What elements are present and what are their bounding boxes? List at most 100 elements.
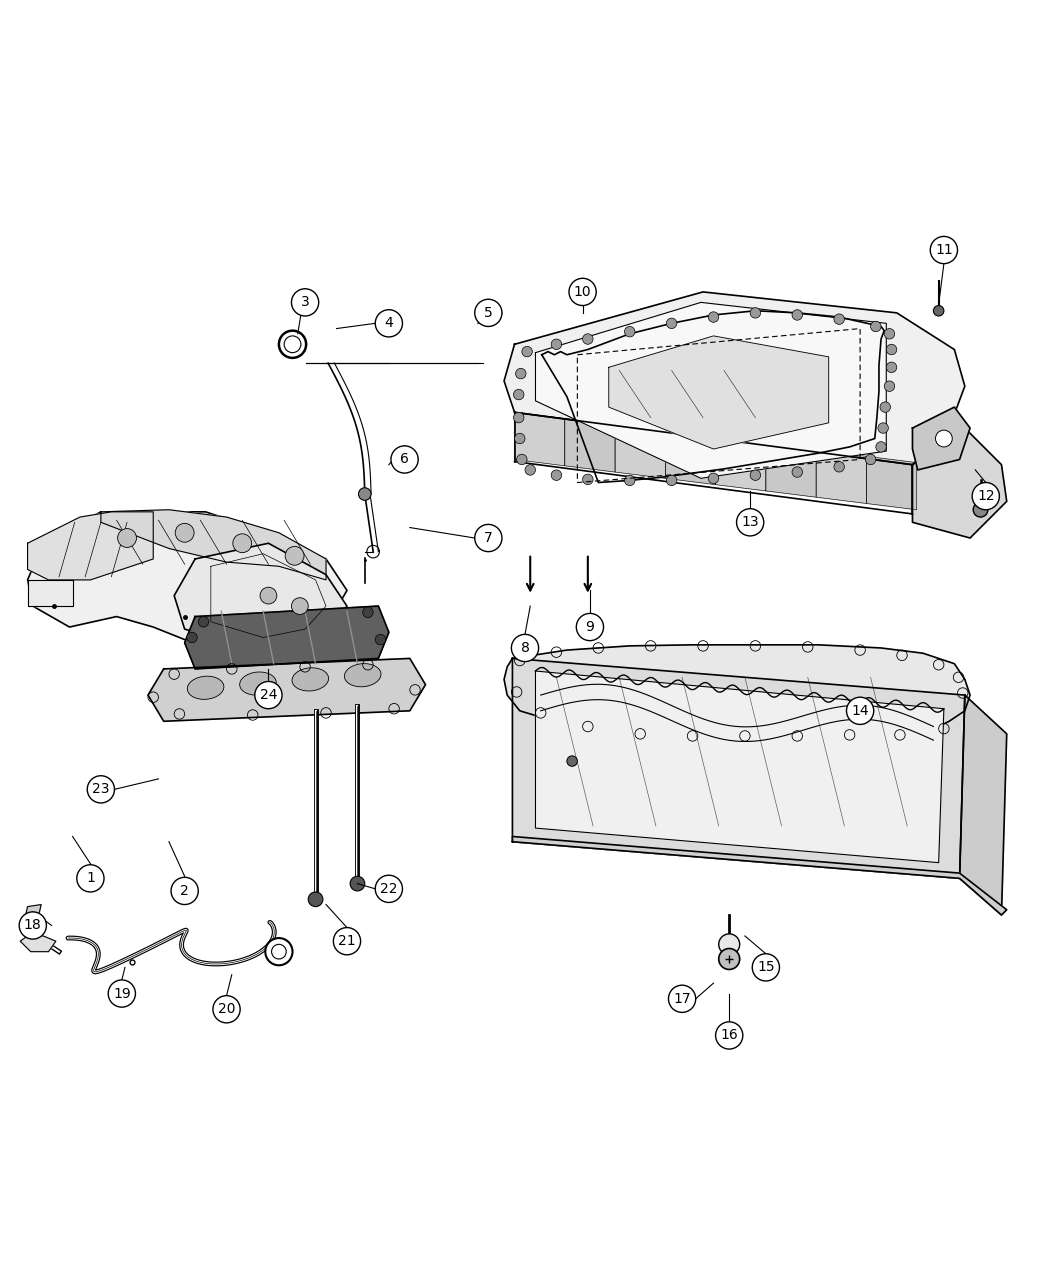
Text: 20: 20 — [217, 1002, 235, 1016]
Circle shape — [669, 986, 696, 1012]
Circle shape — [752, 954, 779, 980]
Circle shape — [187, 632, 197, 643]
Circle shape — [171, 877, 198, 904]
Text: 10: 10 — [573, 284, 591, 298]
Circle shape — [886, 344, 897, 354]
Polygon shape — [504, 645, 970, 737]
Polygon shape — [27, 511, 153, 580]
Text: 22: 22 — [380, 882, 398, 896]
Circle shape — [846, 697, 874, 724]
Polygon shape — [912, 407, 970, 470]
Circle shape — [972, 482, 1000, 510]
Circle shape — [475, 524, 502, 552]
Circle shape — [213, 996, 240, 1023]
Circle shape — [930, 236, 958, 264]
Polygon shape — [716, 437, 765, 491]
Ellipse shape — [292, 668, 329, 691]
Polygon shape — [185, 606, 388, 669]
Circle shape — [118, 529, 136, 547]
Circle shape — [175, 523, 194, 542]
Circle shape — [709, 473, 719, 483]
Circle shape — [792, 467, 802, 477]
Polygon shape — [912, 428, 1007, 538]
Circle shape — [292, 288, 319, 316]
Circle shape — [750, 470, 760, 481]
Circle shape — [108, 980, 135, 1007]
Circle shape — [511, 635, 539, 662]
Circle shape — [625, 476, 635, 486]
Text: 19: 19 — [113, 987, 130, 1001]
Circle shape — [567, 756, 578, 766]
Text: 12: 12 — [976, 490, 994, 504]
Circle shape — [884, 329, 895, 339]
Text: 2: 2 — [181, 884, 189, 898]
Text: 14: 14 — [852, 704, 869, 718]
Circle shape — [19, 912, 46, 940]
Text: 23: 23 — [92, 783, 109, 797]
Circle shape — [255, 681, 282, 709]
Polygon shape — [24, 904, 41, 921]
Circle shape — [309, 892, 323, 907]
Circle shape — [475, 300, 502, 326]
Ellipse shape — [344, 663, 381, 687]
Circle shape — [792, 310, 802, 320]
Circle shape — [292, 598, 309, 615]
Polygon shape — [536, 302, 886, 478]
Polygon shape — [609, 335, 828, 449]
Circle shape — [834, 462, 844, 472]
Polygon shape — [536, 671, 944, 863]
Circle shape — [233, 534, 252, 552]
Circle shape — [513, 389, 524, 400]
Circle shape — [514, 434, 525, 444]
Polygon shape — [960, 695, 1007, 915]
Circle shape — [260, 588, 277, 604]
Text: 3: 3 — [300, 296, 310, 310]
Circle shape — [391, 446, 418, 473]
Text: 11: 11 — [934, 244, 952, 258]
Circle shape — [516, 368, 526, 379]
Text: 8: 8 — [521, 641, 529, 655]
Circle shape — [551, 470, 562, 481]
Text: 21: 21 — [338, 935, 356, 949]
Circle shape — [333, 928, 360, 955]
Polygon shape — [816, 450, 866, 504]
Circle shape — [513, 412, 524, 423]
Circle shape — [375, 310, 402, 337]
Circle shape — [583, 474, 593, 484]
Circle shape — [667, 476, 677, 486]
Polygon shape — [174, 543, 346, 648]
Circle shape — [576, 613, 604, 640]
Polygon shape — [666, 431, 716, 484]
Circle shape — [358, 488, 371, 500]
Text: 15: 15 — [757, 960, 775, 974]
Circle shape — [716, 1021, 742, 1049]
Polygon shape — [565, 418, 615, 472]
Circle shape — [375, 635, 385, 645]
Circle shape — [77, 864, 104, 892]
Circle shape — [266, 938, 293, 965]
Circle shape — [517, 454, 527, 464]
Polygon shape — [148, 658, 425, 722]
Circle shape — [709, 312, 719, 323]
Text: 9: 9 — [586, 620, 594, 634]
Circle shape — [865, 454, 876, 464]
Circle shape — [834, 314, 844, 324]
Circle shape — [87, 775, 114, 803]
Circle shape — [569, 278, 596, 306]
Circle shape — [667, 317, 677, 329]
Circle shape — [525, 464, 536, 476]
Polygon shape — [514, 412, 565, 465]
Text: 1: 1 — [86, 871, 94, 885]
Circle shape — [362, 607, 373, 617]
Text: 16: 16 — [720, 1029, 738, 1043]
Text: 17: 17 — [673, 992, 691, 1006]
Polygon shape — [615, 425, 666, 478]
Circle shape — [884, 381, 895, 391]
Circle shape — [286, 547, 304, 565]
Circle shape — [583, 334, 593, 344]
Circle shape — [876, 441, 886, 453]
Circle shape — [886, 362, 897, 372]
Polygon shape — [101, 510, 327, 580]
Circle shape — [350, 876, 364, 891]
Circle shape — [625, 326, 635, 337]
